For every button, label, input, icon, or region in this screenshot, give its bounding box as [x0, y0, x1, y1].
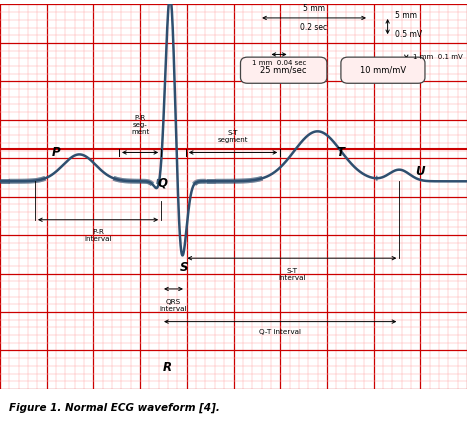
Text: 0.2 sec: 0.2 sec — [300, 22, 328, 32]
Text: QRS
interval: QRS interval — [160, 299, 187, 312]
FancyBboxPatch shape — [241, 57, 327, 83]
Text: 5 mm: 5 mm — [303, 4, 325, 13]
Text: 10 mm/mV: 10 mm/mV — [360, 66, 406, 75]
Text: Q: Q — [157, 177, 168, 190]
Text: 5 mm: 5 mm — [395, 11, 417, 20]
Text: T: T — [337, 146, 345, 159]
Text: R: R — [163, 361, 172, 374]
Text: Figure 1. Normal ECG waveform [4].: Figure 1. Normal ECG waveform [4]. — [9, 402, 220, 413]
Text: P-R
seg-
ment: P-R seg- ment — [131, 115, 149, 135]
Text: P: P — [52, 146, 60, 159]
Text: S-T
segment: S-T segment — [218, 130, 248, 143]
Text: P-R
interval: P-R interval — [85, 229, 112, 242]
Text: 0.5 mV: 0.5 mV — [395, 30, 422, 39]
Text: U: U — [416, 165, 425, 178]
Text: 25 mm/sec: 25 mm/sec — [261, 66, 307, 75]
Text: Q-T interval: Q-T interval — [259, 329, 301, 335]
Text: 1 mm  0.1 mV: 1 mm 0.1 mV — [413, 55, 463, 60]
Text: S: S — [180, 261, 189, 274]
FancyBboxPatch shape — [341, 57, 425, 83]
Text: S-T
interval: S-T interval — [278, 268, 305, 281]
Text: 1 mm  0.04 sec: 1 mm 0.04 sec — [252, 60, 306, 66]
